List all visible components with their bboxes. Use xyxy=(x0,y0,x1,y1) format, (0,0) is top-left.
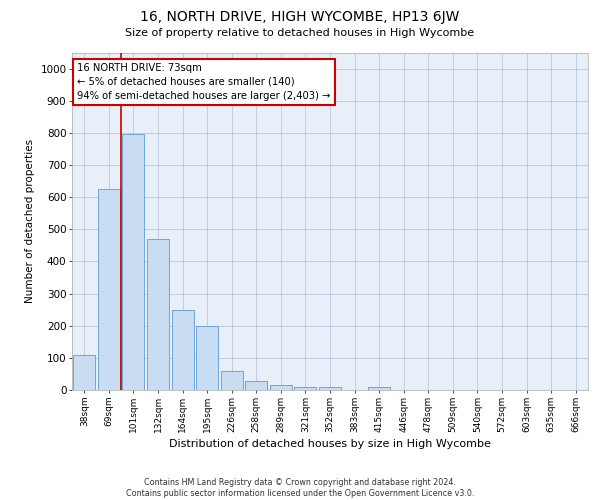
Bar xyxy=(245,381,268,390)
Bar xyxy=(196,326,218,390)
Text: 16 NORTH DRIVE: 73sqm
← 5% of detached houses are smaller (140)
94% of semi-deta: 16 NORTH DRIVE: 73sqm ← 5% of detached h… xyxy=(77,62,331,100)
Text: Size of property relative to detached houses in High Wycombe: Size of property relative to detached ho… xyxy=(125,28,475,38)
X-axis label: Distribution of detached houses by size in High Wycombe: Distribution of detached houses by size … xyxy=(169,439,491,449)
Bar xyxy=(172,310,194,390)
Bar xyxy=(270,384,292,390)
Bar xyxy=(98,189,120,390)
Y-axis label: Number of detached properties: Number of detached properties xyxy=(25,139,35,304)
Bar xyxy=(122,134,145,390)
Bar xyxy=(221,370,243,390)
Bar xyxy=(295,387,316,390)
Text: 16, NORTH DRIVE, HIGH WYCOMBE, HP13 6JW: 16, NORTH DRIVE, HIGH WYCOMBE, HP13 6JW xyxy=(140,10,460,24)
Text: Contains HM Land Registry data © Crown copyright and database right 2024.
Contai: Contains HM Land Registry data © Crown c… xyxy=(126,478,474,498)
Bar xyxy=(368,387,390,390)
Bar xyxy=(147,239,169,390)
Bar xyxy=(319,387,341,390)
Bar xyxy=(73,354,95,390)
